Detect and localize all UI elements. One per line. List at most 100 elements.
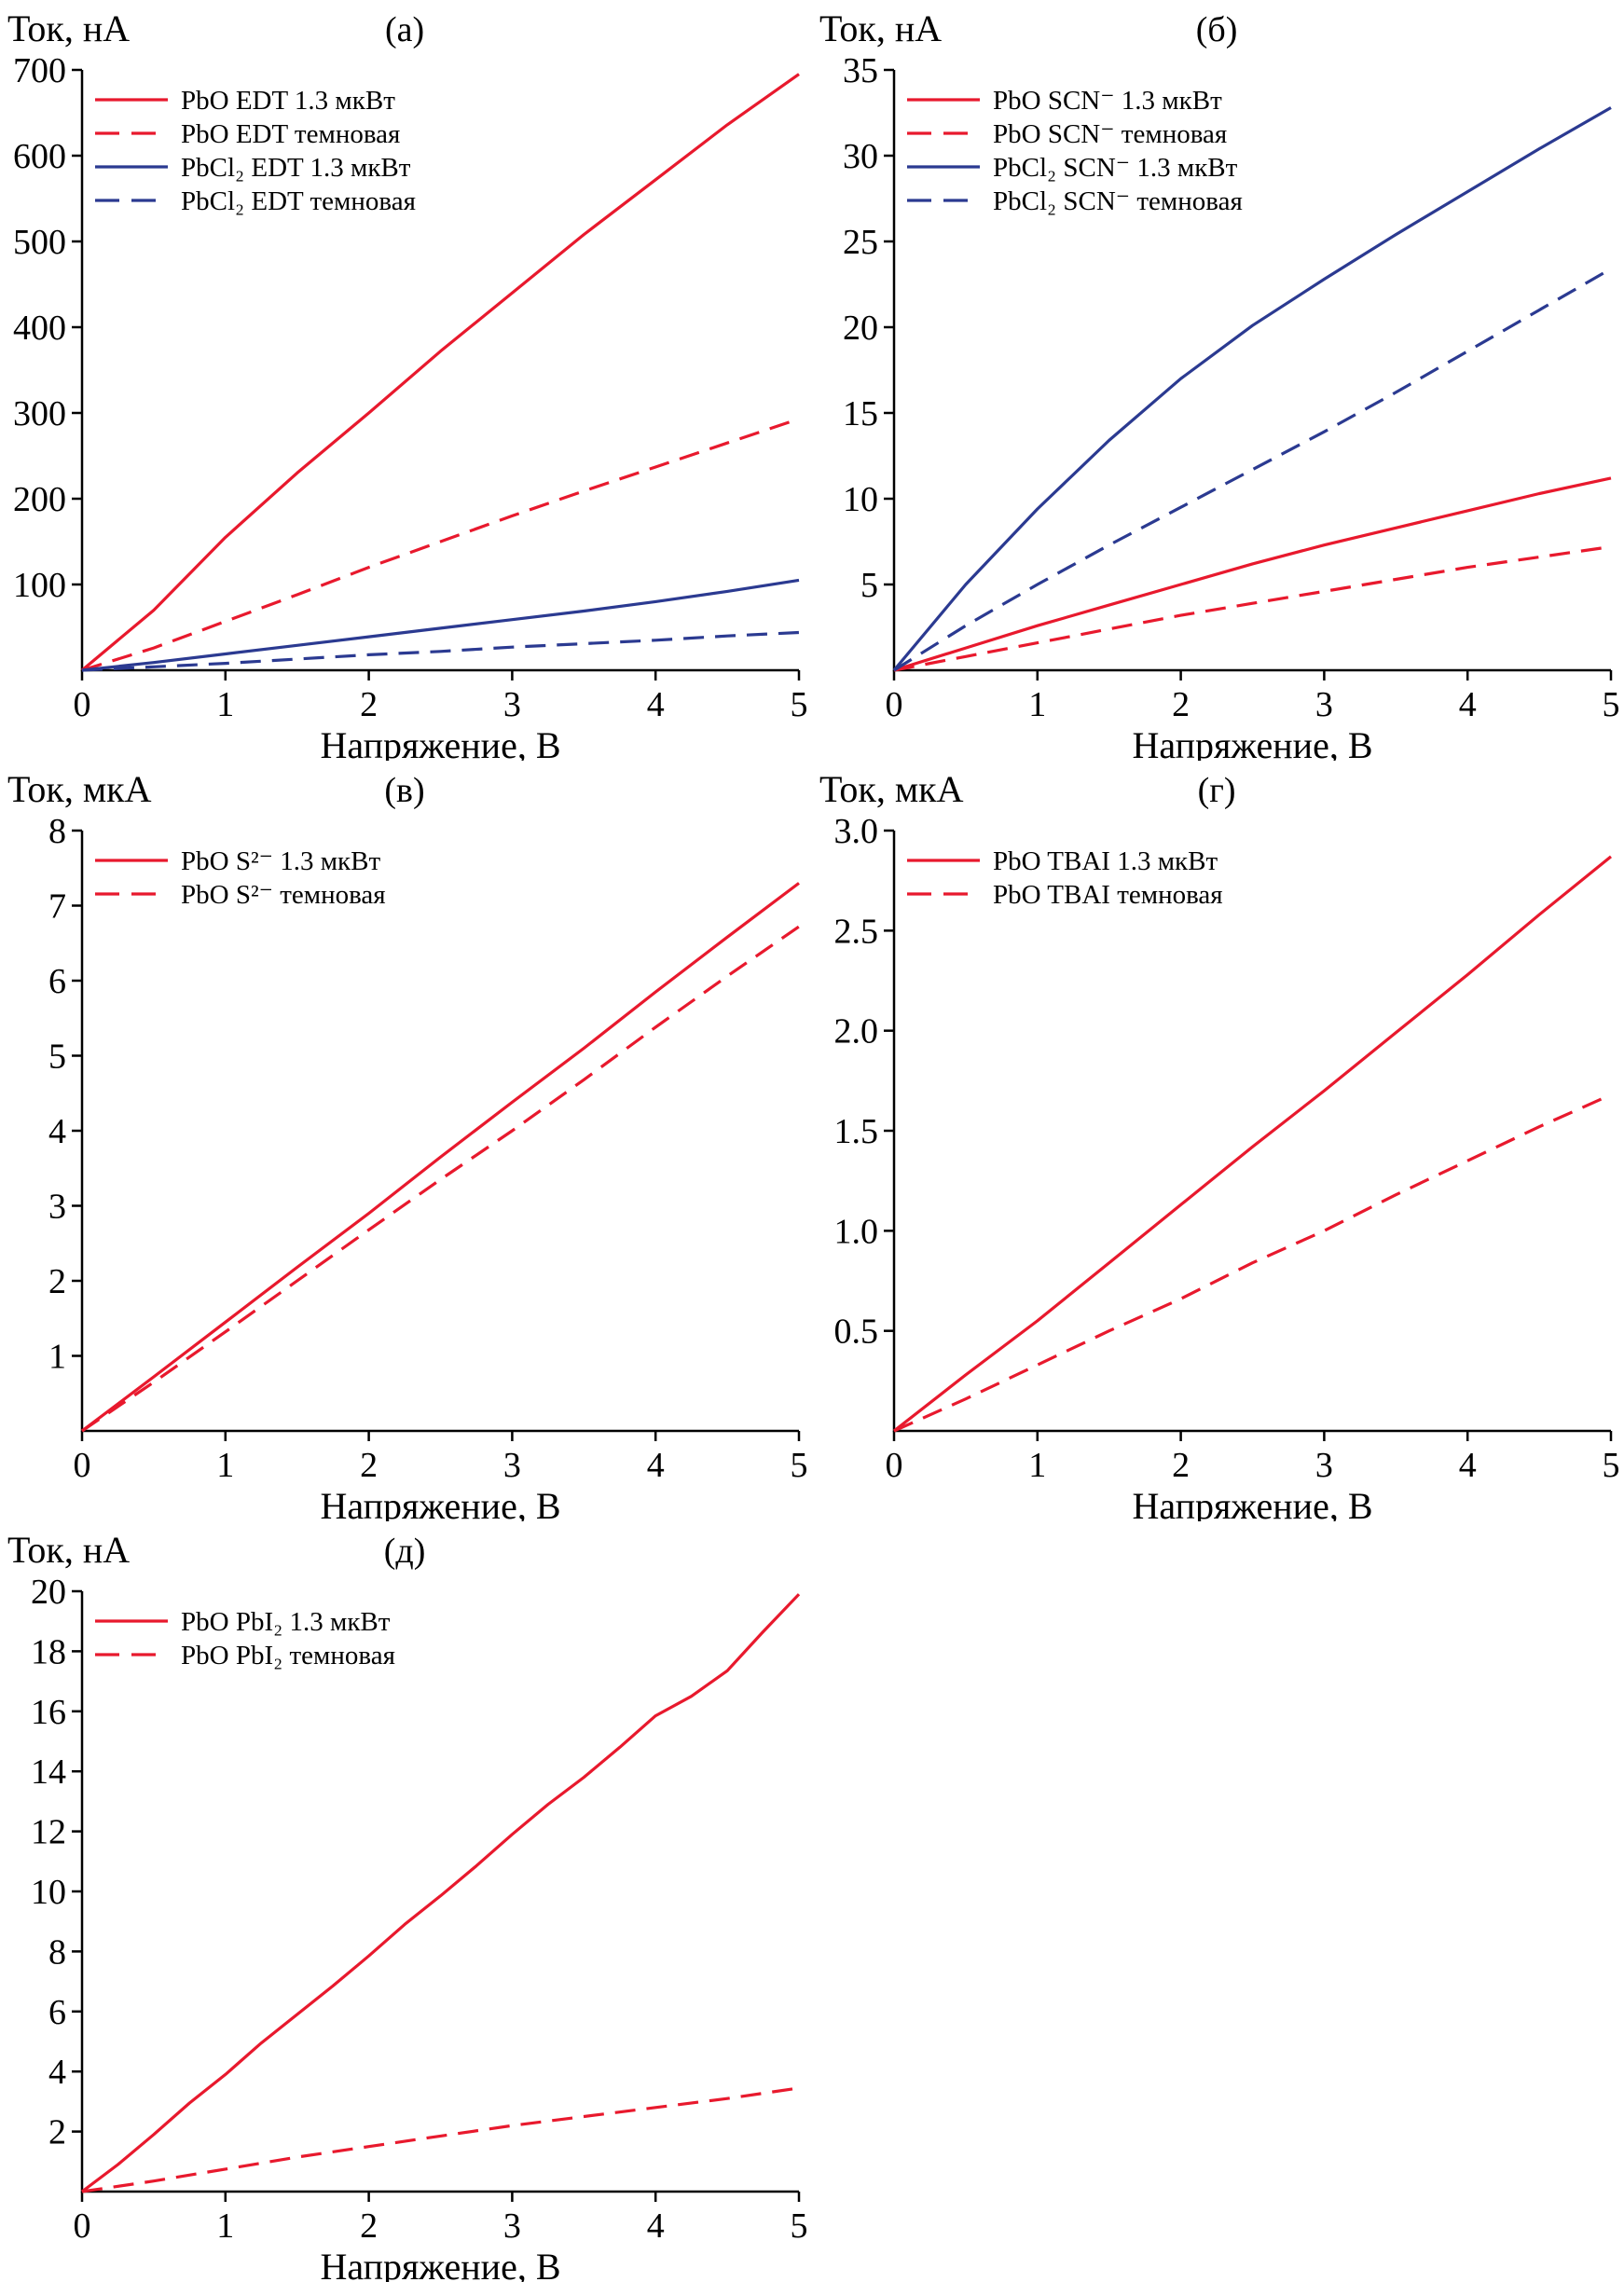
y-tick-label: 25 bbox=[843, 223, 878, 262]
series-line-1 bbox=[893, 544, 1612, 672]
legend-label-2: PbCl₂ SCN⁻ 1.3 мкВт bbox=[993, 153, 1238, 183]
y-tick-label: 16 bbox=[31, 1693, 66, 1732]
chart-panel-b: Ток, нА (б) 0 1 2 3 4 5 5 10 15 20 25 30 35 Напряжение,… bbox=[812, 0, 1624, 761]
y-tick-label: 5 bbox=[48, 1038, 66, 1077]
x-axis-title: Напряжение, В bbox=[320, 1485, 560, 1521]
y-tick-label: 700 bbox=[13, 51, 66, 90]
series-line-3 bbox=[893, 268, 1612, 672]
y-tick-label: 6 bbox=[48, 962, 66, 1001]
y-tick-label: 30 bbox=[843, 137, 878, 176]
y-tick-label: 10 bbox=[843, 480, 878, 519]
series-line-3 bbox=[81, 630, 800, 672]
chart-panel-g: Ток, мкА (г) 0 1 2 3 4 5 0.5 1.0 1.5 2.0 2.5 3.0 Напря… bbox=[812, 761, 1624, 1521]
y-tick-label: 7 bbox=[48, 887, 66, 927]
x-axis-title: Напряжение, В bbox=[320, 2246, 560, 2282]
panel-label: (в) bbox=[384, 771, 424, 810]
x-tick-label: 4 bbox=[647, 1446, 665, 1485]
legend-label-1: PbO S²⁻ темновая bbox=[181, 880, 386, 910]
series-line-0 bbox=[81, 1593, 801, 2193]
x-tick-label: 1 bbox=[216, 2206, 234, 2246]
y-tick-label: 100 bbox=[13, 566, 66, 605]
y-tick-label: 1 bbox=[48, 1338, 66, 1377]
empty-cell bbox=[812, 1521, 1624, 2282]
legend-label-3: PbCl₂ EDT темновая bbox=[181, 186, 416, 216]
x-tick-label: 3 bbox=[503, 2206, 521, 2246]
y-tick-label: 35 bbox=[843, 51, 878, 90]
x-tick-label: 0 bbox=[74, 1446, 91, 1485]
legend-label-0: PbO EDT 1.3 мкВт bbox=[181, 86, 395, 116]
axes-spines bbox=[80, 831, 799, 1433]
series-line-1 bbox=[81, 2086, 800, 2193]
y-axis-title: Ток, мкА bbox=[7, 768, 152, 810]
x-tick-label: 2 bbox=[360, 1446, 378, 1485]
y-axis-title: Ток, нА bbox=[819, 7, 942, 49]
x-tick-label: 1 bbox=[216, 685, 234, 724]
series-line-0 bbox=[893, 476, 1612, 672]
y-tick-label: 4 bbox=[48, 1112, 66, 1151]
chart-svg-b: Ток, нА (б) 0 1 2 3 4 5 5 10 15 20 25 30 35 Напряжение,… bbox=[819, 7, 1620, 761]
legend-label-2: PbCl₂ EDT 1.3 мкВт bbox=[181, 153, 411, 183]
x-tick-label: 2 bbox=[1172, 1446, 1190, 1485]
legend-label-1: PbO PbI₂ темновая bbox=[181, 1641, 395, 1670]
x-axis-title: Напряжение, В bbox=[1132, 724, 1372, 761]
y-tick-label: 8 bbox=[48, 1932, 66, 1972]
legend-label-0: PbO PbI₂ 1.3 мкВт bbox=[181, 1607, 391, 1637]
chart-panel-v: Ток, мкА (в) 0 1 2 3 4 5 1 2 3 4 5 6 7 8 Напряжение, В Pb… bbox=[0, 761, 812, 1521]
x-tick-label: 1 bbox=[1028, 1446, 1046, 1485]
x-tick-label: 4 bbox=[1459, 1446, 1477, 1485]
x-tick-label: 5 bbox=[1603, 1446, 1620, 1485]
legend-label-0: PbO S²⁻ 1.3 мкВт bbox=[181, 846, 380, 876]
y-tick-label: 4 bbox=[48, 2053, 66, 2092]
y-tick-label: 10 bbox=[31, 1873, 66, 1912]
y-tick-label: 3.0 bbox=[834, 812, 879, 851]
chart-panel-d: Ток, нА (д) 0 1 2 3 4 5 2 4 6 8 10 12 14 16 18 20 Напряжен… bbox=[0, 1521, 812, 2282]
x-tick-label: 2 bbox=[360, 685, 378, 724]
y-tick-label: 20 bbox=[31, 1573, 66, 1612]
y-tick-label: 18 bbox=[31, 1632, 66, 1671]
y-axis-title: Ток, мкА bbox=[819, 768, 964, 810]
y-tick-label: 2 bbox=[48, 2113, 66, 2152]
chart-svg-v: Ток, мкА (в) 0 1 2 3 4 5 1 2 3 4 5 6 7 8 Напряжение, В Pb… bbox=[7, 768, 808, 1521]
y-tick-label: 1.0 bbox=[834, 1212, 879, 1251]
legend-label-0: PbO SCN⁻ 1.3 мкВт bbox=[993, 86, 1222, 116]
y-tick-label: 0.5 bbox=[834, 1313, 879, 1352]
x-tick-label: 4 bbox=[1459, 685, 1477, 724]
chart-panel-a: Ток, нА (а) 0 1 2 3 4 5 100 200 300 400 500 600 700 Нап… bbox=[0, 0, 812, 761]
y-tick-label: 2.5 bbox=[834, 912, 879, 951]
x-tick-label: 0 bbox=[74, 685, 91, 724]
series-line-2 bbox=[81, 578, 800, 672]
panel-label: (а) bbox=[385, 10, 424, 49]
y-tick-label: 15 bbox=[843, 394, 878, 433]
y-tick-label: 12 bbox=[31, 1813, 66, 1852]
x-tick-label: 0 bbox=[74, 2206, 91, 2246]
x-tick-label: 5 bbox=[791, 2206, 808, 2246]
y-tick-label: 400 bbox=[13, 309, 66, 348]
y-tick-label: 500 bbox=[13, 223, 66, 262]
y-tick-label: 200 bbox=[13, 480, 66, 519]
series-line-2 bbox=[892, 106, 1612, 672]
legend-label-3: PbCl₂ SCN⁻ темновая bbox=[993, 186, 1243, 216]
y-tick-label: 2 bbox=[48, 1262, 66, 1301]
x-tick-label: 5 bbox=[791, 685, 808, 724]
chart-svg-a: Ток, нА (а) 0 1 2 3 4 5 100 200 300 400 500 600 700 Нап… bbox=[7, 7, 808, 761]
legend-label-1: PbO TBAI темновая bbox=[993, 880, 1223, 910]
series-line-0 bbox=[81, 882, 800, 1433]
series-line-0 bbox=[893, 855, 1613, 1433]
x-tick-label: 3 bbox=[503, 685, 521, 724]
y-tick-label: 2.0 bbox=[834, 1012, 879, 1052]
y-tick-label: 6 bbox=[48, 1993, 66, 2032]
y-axis-title: Ток, нА bbox=[7, 1529, 130, 1571]
y-tick-label: 20 bbox=[843, 309, 878, 348]
y-tick-label: 8 bbox=[48, 812, 66, 851]
y-tick-label: 3 bbox=[48, 1188, 66, 1227]
x-tick-label: 3 bbox=[503, 1446, 521, 1485]
axes-spines bbox=[892, 831, 1611, 1433]
y-axis-title: Ток, нА bbox=[7, 7, 130, 49]
y-tick-label: 5 bbox=[860, 566, 878, 605]
legend-label-0: PbO TBAI 1.3 мкВт bbox=[993, 846, 1218, 876]
series-line-0 bbox=[80, 73, 800, 672]
x-tick-label: 5 bbox=[791, 1446, 808, 1485]
x-tick-label: 2 bbox=[360, 2206, 378, 2246]
y-tick-label: 14 bbox=[31, 1753, 66, 1792]
